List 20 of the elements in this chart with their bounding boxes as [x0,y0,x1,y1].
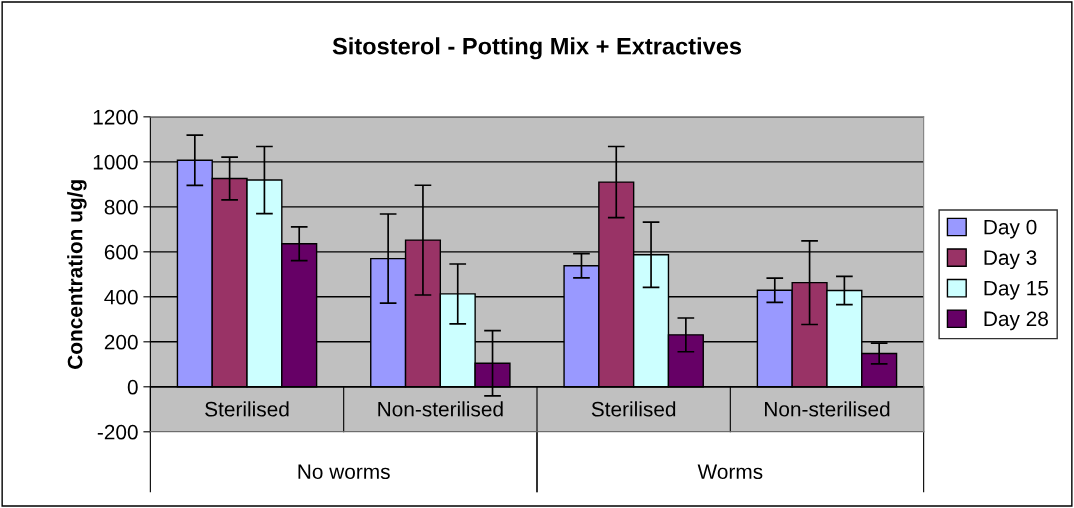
y-tick-label: 1200 [93,109,138,125]
text: No worms [298,464,390,480]
legend-label: Day 15 [984,281,1048,300]
y-tick-label: 400 [104,289,138,305]
y-tick-label: 0 [127,379,138,395]
text: Worms [697,464,763,480]
chart-title: Sitosterol - Potting Mix + Extractives [332,37,742,60]
y-tick-label: 800 [104,199,138,215]
y-tick-label: 200 [104,334,138,350]
x-tick-label: Sterilised [205,401,289,417]
legend-label: Day 3 [984,250,1037,270]
y-tick-label: 600 [104,244,138,260]
y-tick-label: -200 [97,424,138,440]
x-tick-label: Sterilised [591,401,676,417]
x-tick-label: Non-sterilised [378,401,503,417]
legend-label: Day 28 [984,311,1048,331]
y-tick-label: 1000 [93,154,138,170]
x-tick-label: Non-sterilised [765,401,890,417]
legend-label: Day 0 [984,219,1037,239]
y-axis-title: Concentration ug/g [67,180,87,369]
